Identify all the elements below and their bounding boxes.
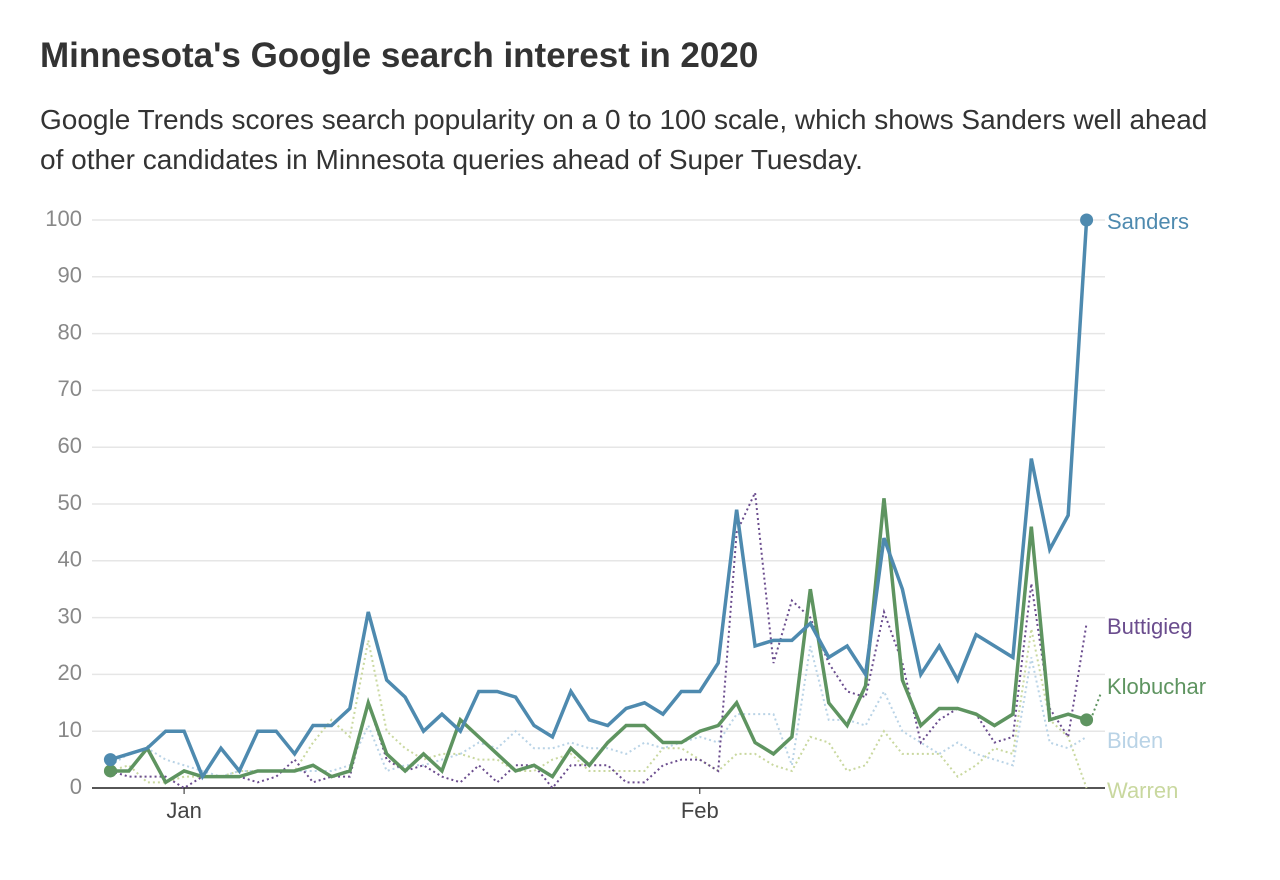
chart-subtitle: Google Trends scores search popularity o… bbox=[40, 104, 1208, 175]
end-dot bbox=[1080, 713, 1094, 727]
x-tick-label: Jan bbox=[166, 798, 201, 823]
series-line bbox=[109, 645, 1088, 778]
series-line bbox=[110, 498, 1088, 785]
series-label: Buttigieg bbox=[1107, 614, 1193, 639]
end-dot bbox=[103, 753, 117, 767]
y-tick-label: 70 bbox=[58, 376, 82, 401]
y-tick-label: 30 bbox=[58, 603, 82, 628]
series-label: Klobuchar bbox=[1107, 674, 1206, 699]
y-tick-label: 80 bbox=[58, 319, 82, 344]
end-dot bbox=[103, 764, 117, 778]
chart-title: Minnesota's Google search interest in 20… bbox=[40, 36, 759, 75]
y-tick-label: 40 bbox=[58, 547, 82, 572]
series-label: Biden bbox=[1107, 728, 1163, 753]
y-tick-label: 10 bbox=[58, 717, 82, 742]
y-tick-label: 60 bbox=[58, 433, 82, 458]
y-tick-label: 0 bbox=[70, 774, 82, 799]
series-label: Warren bbox=[1107, 778, 1178, 803]
series-line bbox=[109, 219, 1089, 781]
end-dot bbox=[1080, 213, 1094, 227]
y-tick-label: 90 bbox=[58, 263, 82, 288]
y-tick-label: 100 bbox=[45, 206, 82, 231]
series-line bbox=[110, 488, 1088, 790]
y-tick-label: 50 bbox=[58, 490, 82, 515]
label-leader bbox=[1089, 693, 1102, 721]
series-label: Sanders bbox=[1107, 209, 1189, 234]
x-tick-label: Feb bbox=[681, 798, 719, 823]
y-tick-label: 20 bbox=[58, 660, 82, 685]
